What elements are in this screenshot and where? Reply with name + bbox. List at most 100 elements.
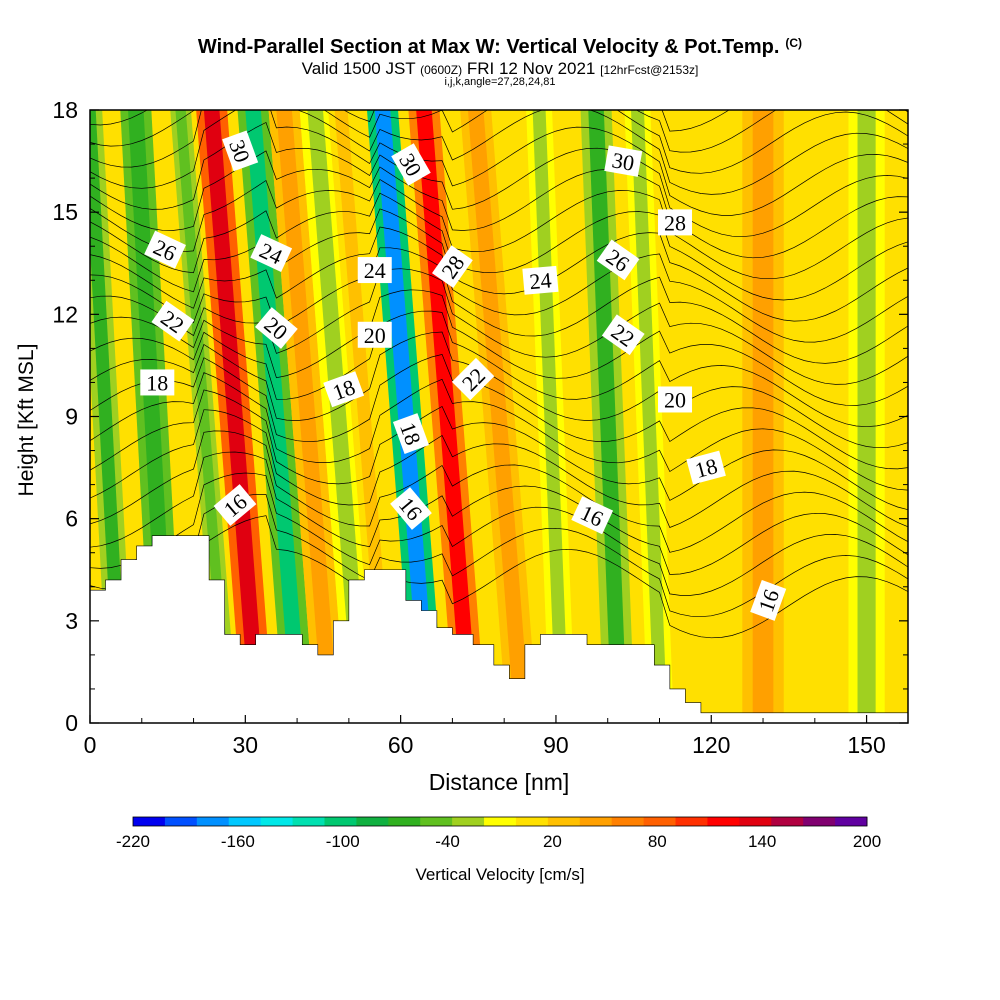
contour-label: 30	[222, 130, 259, 172]
contour-label-box	[357, 321, 392, 348]
colorbar-swatch	[547, 817, 581, 826]
colorbar-swatch	[707, 817, 740, 826]
colorbar-swatch	[675, 817, 708, 826]
y-tick-label: 6	[65, 506, 78, 532]
colorbar-swatch	[484, 817, 517, 826]
velocity-band-core	[752, 110, 774, 723]
colorbar-frame	[132, 816, 868, 827]
x-tick-label: 90	[543, 732, 569, 758]
contour-label-box	[451, 357, 495, 401]
contour-label: 24	[357, 257, 392, 284]
contour-label-box	[144, 230, 186, 269]
colorbar-label: Vertical Velocity [cm/s]	[415, 865, 584, 884]
theta-contour	[90, 150, 908, 259]
colorbar-tick-label: -160	[221, 832, 255, 851]
colorbar-tick-label: 80	[648, 832, 667, 851]
contour-label: 18	[140, 369, 175, 396]
terrain-mask	[89, 535, 909, 724]
colorbar-swatch	[420, 817, 453, 826]
velocity-band-core	[175, 110, 233, 723]
theta-contour	[90, 430, 908, 553]
contour-label-text: 24	[528, 267, 552, 294]
contour-label: 18	[686, 450, 726, 485]
contour-label-text: 20	[664, 387, 686, 412]
colorbar-swatch	[196, 817, 230, 826]
y-tick-label: 15	[52, 199, 78, 225]
valid-prefix: Valid 1500 JST	[301, 59, 416, 78]
contour-label-box	[596, 239, 640, 281]
velocity-band-core	[90, 110, 129, 723]
colorbar-swatch	[388, 817, 421, 826]
theta-contour	[90, 226, 908, 343]
y-tick-label: 9	[65, 404, 78, 430]
colorbar-swatch	[579, 817, 613, 826]
contour-label-text: 28	[664, 210, 686, 235]
contour-label-box	[750, 579, 787, 621]
colorbar-tick-label: -40	[435, 832, 460, 851]
theta-contour	[90, 353, 908, 470]
y-tick-label: 12	[52, 301, 78, 327]
colorbar-swatch	[228, 817, 262, 826]
colorbar-tick-label: 140	[748, 832, 776, 851]
theta-contour	[90, 208, 908, 322]
theta-contour	[90, 372, 908, 491]
contour-label-box	[255, 307, 298, 349]
contour-label-text: 24	[364, 258, 386, 283]
contour-label-box	[392, 413, 430, 454]
theta-contour	[90, 331, 908, 449]
x-tick-label: 60	[388, 732, 414, 758]
theta-contour	[90, 451, 908, 575]
velocity-band-core	[276, 110, 339, 723]
theta-contour	[90, 472, 908, 596]
x-tick-label: 30	[233, 732, 259, 758]
contour-label-box	[432, 245, 473, 289]
contour-label-box	[391, 143, 431, 186]
contour-label: 16	[750, 579, 787, 621]
colorbar-tick-label: -100	[326, 832, 360, 851]
theta-contour	[90, 389, 908, 511]
y-tick-label: 18	[52, 97, 78, 123]
theta-contour	[90, 110, 908, 195]
title-badge: (C)	[785, 36, 803, 50]
contour-label-box	[151, 300, 195, 342]
colorbar-swatch	[611, 817, 645, 826]
velocity-band-core	[631, 110, 668, 723]
chart-title: Wind-Parallel Section at Max W: Vertical…	[197, 36, 803, 58]
contour-label: 28	[658, 209, 693, 236]
colorbar-swatch	[771, 817, 804, 826]
x-tick-label: 120	[692, 732, 730, 758]
x-axis-label: Distance [nm]	[429, 769, 570, 795]
contour-label: 20	[357, 321, 392, 348]
theta-contour	[90, 310, 908, 428]
theta-contour	[90, 247, 908, 364]
x-axis: 0 30 60 90 120 150	[84, 715, 886, 758]
colorbar-tick-label: 20	[543, 832, 562, 851]
contour-label: 24	[522, 265, 559, 295]
contour-label-box	[658, 386, 693, 413]
y-axis-label: Height [Kft MSL]	[15, 344, 38, 497]
velocity-band-core	[467, 110, 531, 723]
contour-label-box	[604, 145, 643, 177]
contour-label-box	[658, 209, 693, 236]
colorbar-swatch	[452, 817, 485, 826]
colorbar-swatch	[643, 817, 677, 826]
contour-label: 20	[658, 386, 693, 413]
contour-label-box	[213, 484, 257, 526]
colorbar-swatch	[133, 817, 166, 826]
theta-contour	[90, 110, 908, 153]
x-tick-label: 150	[847, 732, 885, 758]
y-axis: 0 3 6 9 12 15 18	[52, 97, 908, 736]
velocity-band-core	[245, 110, 308, 723]
velocity-band-core	[307, 110, 370, 723]
valid-suffix: FRI 12 Nov 2021	[466, 59, 596, 78]
colorbar: -220 -160 -100 -40 20 80 140 200	[116, 816, 881, 851]
velocity-band-core	[857, 110, 876, 723]
colorbar-swatch	[164, 817, 198, 826]
contour-label-text: 30	[610, 147, 636, 175]
grid-info: i,j,k,angle=27,28,24,81	[444, 76, 556, 88]
velocity-band-core	[203, 110, 267, 723]
theta-contour	[90, 409, 908, 528]
contour-label-box	[601, 314, 645, 356]
colorbar-tick-label: 200	[853, 832, 881, 851]
